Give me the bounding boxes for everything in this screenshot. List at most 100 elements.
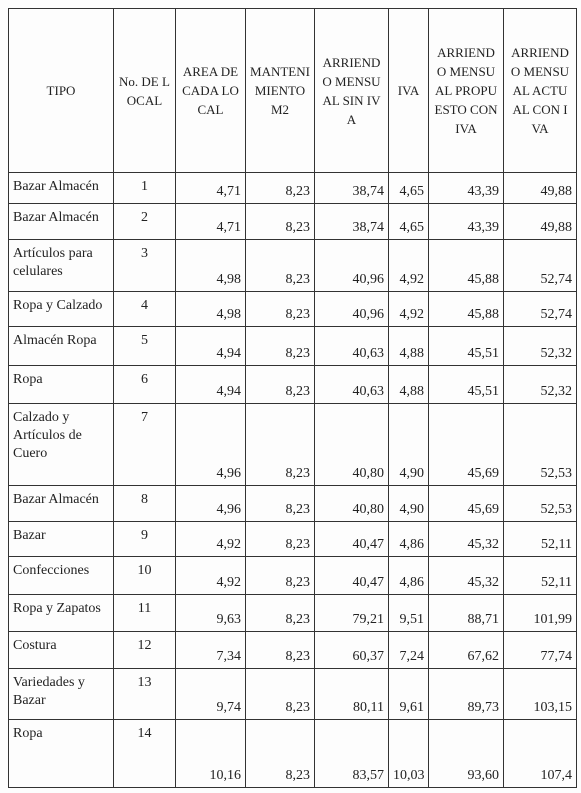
table-cell: 107,4 <box>503 719 577 788</box>
table-cell: 52,53 <box>503 485 577 522</box>
table-cell: Ropa y Calzado <box>8 291 114 327</box>
table-cell: Confecciones <box>8 556 114 595</box>
table-cell: 52,11 <box>503 556 577 595</box>
table-cell: Bazar <box>8 521 114 557</box>
table-cell: 14 <box>113 719 176 788</box>
table-cell: 8,23 <box>245 326 315 366</box>
table-cell: Variedades y Bazar <box>8 668 114 720</box>
table-cell: 6 <box>113 365 176 404</box>
table-cell: 52,74 <box>503 239 577 292</box>
table-cell: 88,71 <box>428 594 504 632</box>
table-row: Ropa 6 4,94 8,23 40,63 4,88 45,51 52,32 <box>8 365 577 404</box>
table-cell: 52,11 <box>503 521 577 557</box>
table-row: Bazar Almacén 8 4,96 8,23 40,80 4,90 45,69 52,5… <box>8 485 577 522</box>
table-cell: 49,88 <box>503 203 577 240</box>
table-cell: 40,47 <box>314 521 389 557</box>
table-row: Ropa 14 10,16 8,23 83,57 10,03 93,60 107,4 <box>8 719 577 788</box>
table-row: Calzado y Artículos de Cuero 7 4,96 8,23 40,… <box>8 403 577 486</box>
table-cell: Artículos para celulares <box>8 239 114 292</box>
table-cell: 4,94 <box>175 365 246 404</box>
table-cell: 52,74 <box>503 291 577 327</box>
table-cell: 9,61 <box>388 668 429 720</box>
table-cell: 8,23 <box>245 556 315 595</box>
table-cell: 52,32 <box>503 326 577 366</box>
table-cell: 12 <box>113 631 176 669</box>
table-cell: 2 <box>113 203 176 240</box>
table-cell: 9,63 <box>175 594 246 632</box>
table-cell: 83,57 <box>314 719 389 788</box>
table-cell: 4,86 <box>388 556 429 595</box>
table-cell: 8,23 <box>245 203 315 240</box>
table-cell: 1 <box>113 172 176 204</box>
table-cell: 67,62 <box>428 631 504 669</box>
table-cell: 52,53 <box>503 403 577 486</box>
table-cell: 4,92 <box>388 291 429 327</box>
table-cell: 45,51 <box>428 365 504 404</box>
table-cell: 40,80 <box>314 485 389 522</box>
table-cell: 4,98 <box>175 291 246 327</box>
table-cell: Almacén Ropa <box>8 326 114 366</box>
table-cell: Bazar Almacén <box>8 172 114 204</box>
table-cell: 45,32 <box>428 521 504 557</box>
table-cell: 45,51 <box>428 326 504 366</box>
table-cell: 45,69 <box>428 485 504 522</box>
table-cell: 9 <box>113 521 176 557</box>
table-cell: 4,86 <box>388 521 429 557</box>
header-row: TIPO No. DE LOCAL AREA DE CADA LOCAL MANTEN… <box>8 8 577 173</box>
table-cell: Bazar Almacén <box>8 485 114 522</box>
table-cell: Ropa <box>8 719 114 788</box>
table-row: Almacén Ropa 5 4,94 8,23 40,63 4,88 45,51 52,32 <box>8 326 577 366</box>
table-cell: 40,63 <box>314 326 389 366</box>
table-cell: 49,88 <box>503 172 577 204</box>
table-cell: 8,23 <box>245 172 315 204</box>
rent-table: TIPO No. DE LOCAL AREA DE CADA LOCAL MANTEN… <box>8 8 577 788</box>
table-cell: 4,88 <box>388 365 429 404</box>
table-cell: 93,60 <box>428 719 504 788</box>
column-header: ARRIENDO MENSUAL SIN IVA <box>314 8 389 173</box>
table-cell: Calzado y Artículos de Cuero <box>8 403 114 486</box>
table-cell: 7,34 <box>175 631 246 669</box>
table-cell: 40,96 <box>314 239 389 292</box>
table-cell: 10,03 <box>388 719 429 788</box>
table-cell: 79,21 <box>314 594 389 632</box>
table-cell: 45,88 <box>428 239 504 292</box>
table-cell: 5 <box>113 326 176 366</box>
table-cell: Bazar Almacén <box>8 203 114 240</box>
table-cell: 4,94 <box>175 326 246 366</box>
table-row: Costura 12 7,34 8,23 60,37 7,24 67,62 77,74 <box>8 631 577 669</box>
table-cell: 9,51 <box>388 594 429 632</box>
table-cell: 8 <box>113 485 176 522</box>
table-cell: Ropa y Zapatos <box>8 594 114 632</box>
table-cell: 4,71 <box>175 203 246 240</box>
table-cell: 4,96 <box>175 403 246 486</box>
table-cell: 11 <box>113 594 176 632</box>
column-header: TIPO <box>8 8 114 173</box>
table-row: Variedades y Bazar 13 9,74 8,23 80,11 9,61 89,… <box>8 668 577 720</box>
table-cell: 8,23 <box>245 668 315 720</box>
table-cell: 4,92 <box>175 556 246 595</box>
table-cell: 4,90 <box>388 485 429 522</box>
table-cell: 7 <box>113 403 176 486</box>
table-cell: 43,39 <box>428 203 504 240</box>
table-cell: 45,32 <box>428 556 504 595</box>
table-cell: 10 <box>113 556 176 595</box>
table-cell: 4,65 <box>388 172 429 204</box>
table-cell: 45,88 <box>428 291 504 327</box>
column-header: AREA DE CADA LOCAL <box>175 8 246 173</box>
table-row: Ropa y Zapatos 11 9,63 8,23 79,21 9,51 88,71 10… <box>8 594 577 632</box>
table-cell: 77,74 <box>503 631 577 669</box>
table-row: Bazar 9 4,92 8,23 40,47 4,86 45,32 52,11 <box>8 521 577 557</box>
table-cell: 8,23 <box>245 594 315 632</box>
table-cell: 80,11 <box>314 668 389 720</box>
table-cell: 40,96 <box>314 291 389 327</box>
table-cell: 8,23 <box>245 403 315 486</box>
table-row: Ropa y Calzado 4 4,98 8,23 40,96 4,92 45,88 52,… <box>8 291 577 327</box>
table-cell: 4,98 <box>175 239 246 292</box>
table-cell: 13 <box>113 668 176 720</box>
table-cell: 103,15 <box>503 668 577 720</box>
table-cell: 8,23 <box>245 719 315 788</box>
column-header: ARRIENDO MENSUAL PROPUESTO CON IVA <box>428 8 504 173</box>
table-cell: 8,23 <box>245 521 315 557</box>
table-cell: 60,37 <box>314 631 389 669</box>
